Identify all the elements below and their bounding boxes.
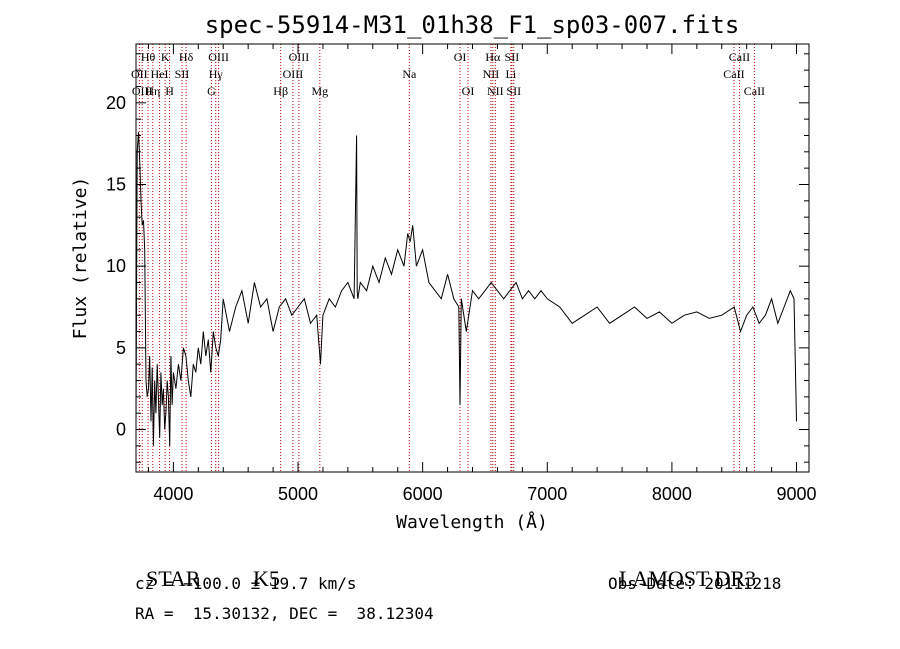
redshift-text: cz = −100.0 ± 19.7 km/s xyxy=(135,574,357,593)
y-tick-label: 5 xyxy=(116,338,126,358)
spectral-line-label: CaII xyxy=(744,84,765,98)
spectral-line-label: CaII xyxy=(723,67,744,81)
spectral-line-label: OII xyxy=(131,67,148,81)
spectral-line-label: Hη xyxy=(145,84,160,98)
spectral-line-label: OI xyxy=(462,84,475,98)
x-axis-label: Wavelength (Å) xyxy=(396,511,548,533)
y-tick-label: 10 xyxy=(106,256,126,276)
spectral-line-label: Li xyxy=(506,67,517,81)
chart-title: spec-55914-M31_01h38_F1_sp03-007.fits xyxy=(205,11,740,39)
object-subclass: K5 xyxy=(242,540,280,592)
survey-label: LAMOST DR3 xyxy=(619,566,757,591)
spectral-line-label: OIII xyxy=(132,84,153,98)
spectral-line-label: NII xyxy=(487,84,504,98)
plot-frame xyxy=(135,43,810,473)
x-tick-label: 6000 xyxy=(403,484,443,504)
spectral-line-label: Hθ xyxy=(141,50,156,64)
spectral-line-label: K xyxy=(161,50,170,64)
spectral-line-label: OI xyxy=(454,50,467,64)
y-axis-label: Flux (relative) xyxy=(70,177,91,340)
coordinates-text: RA = 15.30132, DEC = 38.12304 xyxy=(135,604,434,623)
spectral-line-label: Mg xyxy=(311,84,328,98)
spectral-line-label: Hγ xyxy=(209,67,224,81)
obs-date-text: Obs-Date: 20111218 xyxy=(608,574,782,593)
x-tick-label: 5000 xyxy=(278,484,318,504)
class-label: STAR xyxy=(146,566,201,591)
spectral-line-label: G xyxy=(207,84,216,98)
spectral-line-label: Na xyxy=(402,67,417,81)
spectral-line-label: OIII xyxy=(283,67,304,81)
survey-name: LAMOST DR3 xyxy=(608,540,756,592)
spectral-line-label: H xyxy=(165,84,174,98)
spectral-line-label: HeI xyxy=(151,67,169,81)
x-tick-label: 8000 xyxy=(652,484,692,504)
y-axis: 0 5 10 15 20 xyxy=(106,53,809,463)
spectral-line-label: SII xyxy=(175,67,190,81)
spectral-line-label: Hβ xyxy=(273,84,288,98)
spectral-line-label: NII xyxy=(483,67,500,81)
x-tick-label: 4000 xyxy=(153,484,193,504)
x-axis: 4000 5000 6000 7000 8000 9000 xyxy=(147,44,817,504)
spectral-line-label: Hδ xyxy=(179,50,194,64)
object-class: STAR xyxy=(135,540,200,592)
spectral-line-label: SII xyxy=(505,50,520,64)
spectral-line-markers xyxy=(138,44,755,472)
spectral-line-label: Hα xyxy=(485,50,501,64)
y-tick-label: 0 xyxy=(116,420,126,440)
y-tick-label: 20 xyxy=(106,93,126,113)
x-tick-label: 9000 xyxy=(777,484,817,504)
subclass-label: K5 xyxy=(253,566,280,591)
spectrum-series-line xyxy=(135,132,797,446)
x-tick-label: 7000 xyxy=(527,484,567,504)
spectral-line-label: SII xyxy=(506,84,521,98)
spectral-line-label: OIII xyxy=(289,50,310,64)
spectral-line-label: OIII xyxy=(208,50,229,64)
y-tick-label: 15 xyxy=(106,174,126,194)
spectral-line-label: CaII xyxy=(729,50,750,64)
